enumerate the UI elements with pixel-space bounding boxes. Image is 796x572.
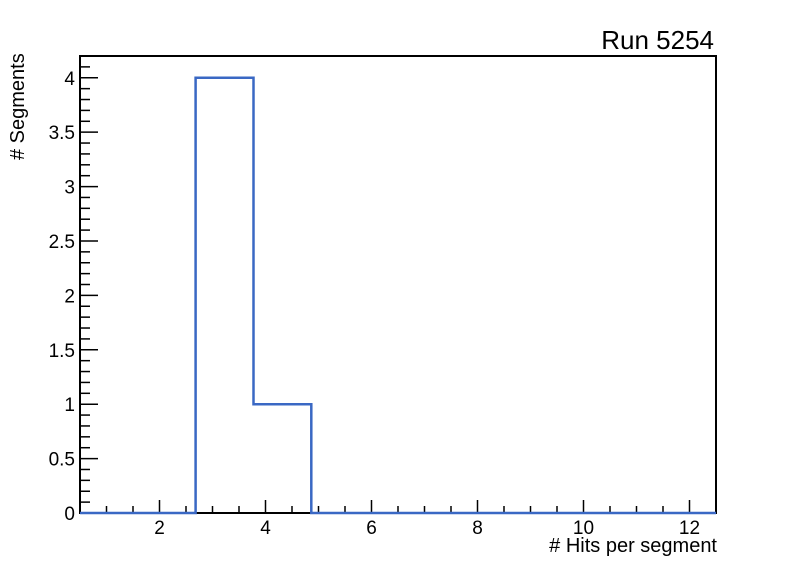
y-tick-label: 0: [64, 504, 75, 525]
y-tick-label: 0.5: [49, 450, 75, 471]
y-tick-label: 2: [64, 286, 75, 307]
x-tick-label: 8: [472, 518, 483, 539]
y-tick-label: 2.5: [49, 232, 75, 253]
y-axis-title: # Segments: [7, 53, 29, 160]
x-tick-label: 6: [366, 518, 377, 539]
x-tick-label: 2: [154, 518, 165, 539]
x-tick-label: 10: [573, 518, 594, 539]
y-tick-label: 4: [64, 69, 75, 90]
plot-title: Run 5254: [601, 25, 714, 55]
y-tick-label: 3: [64, 178, 75, 199]
plot-frame: [79, 55, 717, 514]
y-tick-label: 3.5: [49, 123, 75, 144]
x-tick-label: 12: [679, 518, 700, 539]
x-axis-title: # Hits per segment: [549, 535, 717, 557]
y-tick-label: 1: [64, 395, 75, 416]
y-tick-label: 1.5: [49, 341, 75, 362]
histogram-step-line: [80, 76, 716, 515]
x-tick-label: 4: [260, 518, 271, 539]
